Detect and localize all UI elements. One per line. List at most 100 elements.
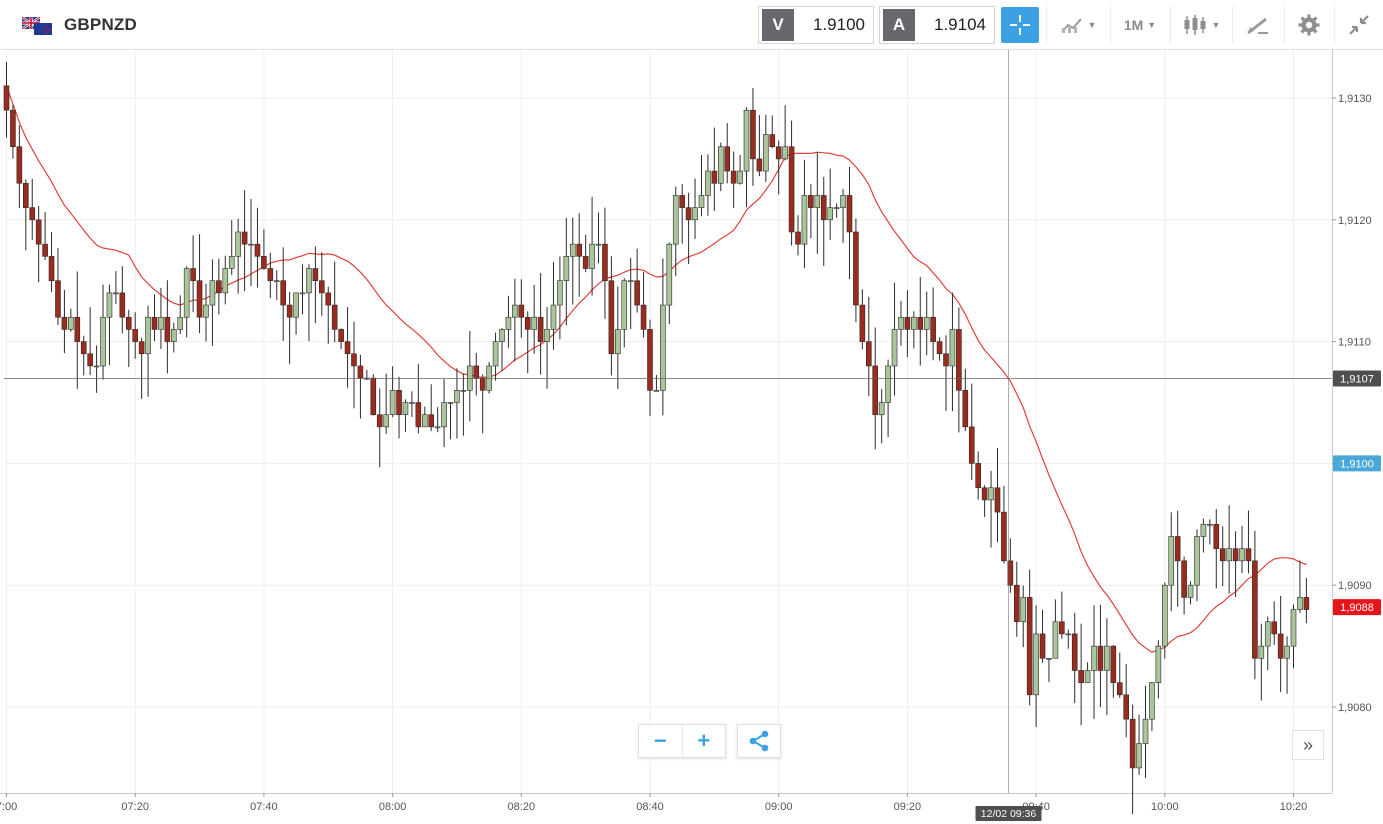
candle-body [132,329,138,342]
candle-body [763,134,769,172]
chart-type-line-button[interactable]: ▼ [1046,6,1109,44]
candle-down [685,192,692,265]
candle-body [917,316,924,330]
candle-down [396,376,402,439]
candle-up [203,283,209,342]
candle-down [74,271,81,389]
crosshair-time-label: 12/02 09:36 [975,806,1042,821]
price-chart[interactable]: 1,9080 1,9090 1,9100 1,9110 1,9120 1,9130 7:0… [0,50,1383,824]
candle-up [454,368,460,439]
candle-up [106,284,113,366]
candle-body [1052,621,1059,659]
candle-up [705,154,711,216]
candle-up [1162,582,1168,659]
candle-up [1239,526,1245,574]
candle-up [595,212,602,264]
gb-nz-flag-icon [22,17,52,35]
candle-body [228,256,235,269]
candle-up [512,278,518,362]
scroll-to-latest-button[interactable]: » [1292,730,1324,760]
buy-price-button[interactable]: A 1.9104 [879,6,995,44]
candle-down [640,272,647,338]
candle-up [100,284,106,380]
candle-down [132,312,138,359]
candle-down [981,485,988,518]
sell-price-button[interactable]: V 1.9100 [758,6,874,44]
candle-down [1181,556,1187,615]
candle-body [319,280,325,294]
candle-body [261,256,267,269]
candle-body [930,316,936,342]
timeframe-selector[interactable]: 1M ▼ [1110,6,1169,44]
candle-down [42,212,48,261]
candle-body [1059,621,1065,635]
candle-body [737,170,743,184]
candle-body [42,243,48,257]
candle-down [872,327,879,450]
draw-icon [1247,17,1268,35]
candle-down [428,384,435,432]
zoom-in-button[interactable]: + [681,725,726,757]
gear-icon [1298,14,1320,36]
candle-down [602,207,608,319]
candle-down [1013,561,1020,637]
x-tick-label: 10:00 [1151,801,1179,813]
candle-down [1059,591,1065,639]
candle-up [653,374,660,392]
candle-up [544,307,550,389]
sell-label: V [762,9,794,41]
candle-down [975,451,981,500]
x-tick-label: 10:20 [1280,801,1308,813]
candle-body [389,390,396,415]
candle-body [383,414,389,428]
candle-up [1149,681,1155,732]
share-button[interactable] [737,724,781,758]
candlestick-series [3,61,1310,815]
moving-average-line [5,85,1307,653]
candle-up [486,361,492,394]
candle-down [35,205,42,283]
candle-down [473,352,480,396]
chevron-down-icon: ▼ [1211,20,1221,30]
candle-body [48,256,55,281]
candle-down [711,127,718,211]
chart-style-button[interactable]: ▼ [1170,6,1231,44]
candle-body [1232,548,1239,562]
zoom-out-button[interactable]: − [653,728,667,753]
candle-body [1097,645,1104,671]
candle-down [351,321,357,409]
candle-down [1174,510,1181,607]
x-tick-label: 09:20 [894,801,922,813]
candle-up [833,203,840,218]
crosshair-price-label: 1,9107 [1333,370,1381,387]
candle-body [531,316,537,330]
candle-down [16,125,23,208]
candle-body [151,316,158,330]
candle-body [544,329,550,342]
candle-body [1290,609,1297,647]
candle-body [705,170,711,196]
candle-body [273,280,280,282]
candle-down [1116,652,1123,698]
sell-price: 1.9100 [813,15,865,34]
candle-body [981,487,988,501]
settings-button[interactable] [1284,6,1333,44]
collapse-button[interactable] [1334,6,1383,44]
candle-up [158,287,164,349]
x-tick-label: 08:20 [508,801,536,813]
candle-body [177,316,184,330]
candle-body [216,280,222,294]
drawing-tools-button[interactable] [1232,6,1283,44]
candle-down [1213,509,1220,589]
candle-up [949,292,956,412]
candle-up [801,159,808,269]
candle-body [1181,560,1187,598]
candle-body [351,353,357,367]
candle-body [595,243,602,246]
candle-up [447,402,454,440]
crosshair-button[interactable] [1001,7,1039,43]
candle-body [1264,621,1271,647]
candle-body [988,487,994,501]
candle-up [1264,616,1271,671]
candle-body [878,402,885,415]
